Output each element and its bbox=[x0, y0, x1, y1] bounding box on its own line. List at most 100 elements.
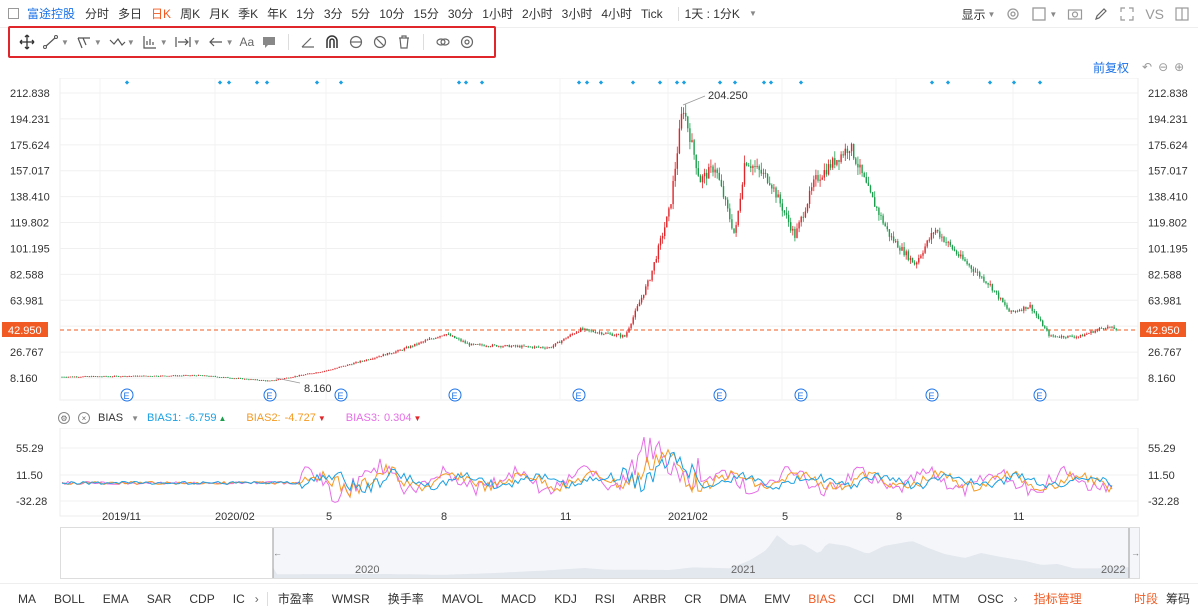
tab-emv[interactable]: EMV bbox=[764, 591, 791, 606]
tab-sar[interactable]: SAR bbox=[146, 591, 172, 606]
camera-icon[interactable] bbox=[1067, 6, 1083, 22]
navigator-right-handle[interactable]: → bbox=[1131, 548, 1140, 558]
tab-macd[interactable]: MACD bbox=[500, 591, 537, 606]
chevron-down-icon[interactable]: ▼ bbox=[748, 9, 757, 18]
period-1hour[interactable]: 1小时 bbox=[482, 7, 513, 21]
tab-cdp[interactable]: CDP bbox=[189, 591, 215, 606]
tab-turnover[interactable]: 换手率 bbox=[387, 592, 424, 606]
period-4hour[interactable]: 4小时 bbox=[601, 7, 633, 21]
chevron-right-icon[interactable]: › bbox=[254, 591, 259, 606]
link-icon[interactable] bbox=[434, 32, 452, 52]
chevron-down-icon[interactable]: ▼ bbox=[131, 413, 139, 423]
move-crosshair-icon[interactable] bbox=[18, 32, 36, 52]
period-monthly-k[interactable]: 月K bbox=[209, 7, 230, 21]
chevron-right-icon[interactable]: › bbox=[1013, 591, 1018, 606]
trash-icon[interactable] bbox=[395, 32, 413, 52]
tab-cci[interactable]: CCI bbox=[853, 591, 875, 606]
tab-ic[interactable]: IC bbox=[232, 591, 245, 606]
period-yearly-k[interactable]: 年K bbox=[267, 7, 288, 21]
period-duori[interactable]: 多日 bbox=[118, 7, 143, 21]
arrow-tool[interactable]: ▼ bbox=[207, 32, 234, 52]
select-checkbox[interactable] bbox=[8, 8, 19, 19]
tab-rsi[interactable]: RSI bbox=[594, 591, 615, 606]
chevron-down-icon[interactable]: ▼ bbox=[159, 37, 168, 47]
candle-body bbox=[367, 359, 370, 361]
undo-icon[interactable]: ↶ bbox=[1142, 60, 1153, 74]
tab-mtm[interactable]: MTM bbox=[932, 591, 960, 606]
indicator-manage-button[interactable]: 指标管理 bbox=[1033, 592, 1082, 606]
gear-icon[interactable] bbox=[458, 32, 476, 52]
tab-dmi[interactable]: DMI bbox=[892, 591, 915, 606]
period-30min[interactable]: 30分 bbox=[447, 7, 474, 21]
candlestick-chart[interactable]: 212.838 212.838 194.231 194.231 175.624 175.6… bbox=[0, 78, 1198, 408]
candle-body bbox=[338, 366, 340, 368]
book-icon[interactable] bbox=[1174, 6, 1190, 22]
compare-vs-button[interactable]: VS bbox=[1145, 6, 1164, 22]
hide-drawings-icon[interactable] bbox=[371, 32, 389, 52]
candle-body bbox=[227, 377, 229, 378]
period-10min[interactable]: 10分 bbox=[379, 7, 405, 21]
candle-body bbox=[886, 226, 888, 230]
tab-boll[interactable]: BOLL bbox=[54, 591, 85, 606]
chevron-down-icon[interactable]: ▼ bbox=[987, 9, 996, 19]
tab-osc[interactable]: OSC bbox=[977, 591, 1004, 606]
stock-name[interactable]: 富途控股 bbox=[27, 7, 76, 21]
chip-distribution-button[interactable]: 筹码 bbox=[1165, 592, 1190, 606]
tab-dma[interactable]: DMA bbox=[719, 591, 747, 606]
chevron-down-icon[interactable]: ▼ bbox=[126, 37, 135, 47]
comment-icon[interactable] bbox=[260, 32, 278, 52]
period-quarterly-k[interactable]: 季K bbox=[238, 7, 259, 21]
display-button[interactable]: 显示 bbox=[961, 7, 986, 22]
layout-box-icon[interactable] bbox=[1031, 6, 1047, 22]
tab-kdj[interactable]: KDJ bbox=[554, 591, 577, 606]
combo-period-select[interactable]: 1天 : 1分K bbox=[684, 7, 740, 21]
wave-pattern-tool[interactable]: ▼ bbox=[108, 32, 135, 52]
session-button[interactable]: 时段 bbox=[1133, 592, 1158, 606]
period-5min[interactable]: 5分 bbox=[351, 7, 371, 21]
forward-adjust-toggle[interactable]: 前复权 bbox=[1093, 61, 1130, 75]
zoom-in-icon[interactable]: ⊕ bbox=[1174, 60, 1185, 74]
time-range-navigator[interactable]: ← → 2020 2021 2022 bbox=[60, 527, 1140, 579]
tab-wmsr[interactable]: WMSR bbox=[331, 591, 370, 606]
period-daily-k[interactable]: 日K bbox=[151, 7, 172, 21]
range-measure-tool[interactable]: ▼ bbox=[174, 32, 201, 52]
indicator-close-icon[interactable]: × bbox=[78, 412, 90, 424]
tab-arbr[interactable]: ARBR bbox=[632, 591, 667, 606]
period-3hour[interactable]: 3小时 bbox=[561, 7, 593, 21]
angle-icon[interactable] bbox=[299, 32, 317, 52]
period-15min[interactable]: 15分 bbox=[413, 7, 439, 21]
pencil-icon[interactable] bbox=[1093, 6, 1109, 22]
magnet-icon[interactable] bbox=[323, 32, 341, 52]
period-1min[interactable]: 1分 bbox=[296, 7, 315, 21]
period-tick[interactable]: Tick bbox=[641, 6, 663, 21]
chevron-down-icon[interactable]: ▼ bbox=[1049, 9, 1058, 19]
bias-indicator-chart[interactable]: 55.29 55.29 11.50 11.50 -32.28 -32.28 bbox=[0, 428, 1198, 518]
tab-bias[interactable]: BIAS bbox=[808, 591, 836, 606]
chevron-down-icon[interactable]: ▼ bbox=[225, 37, 234, 47]
sync-icon[interactable] bbox=[347, 32, 365, 52]
event-marker bbox=[338, 80, 344, 85]
tab-ma[interactable]: MA bbox=[18, 591, 36, 606]
navigator-left-handle[interactable]: ← bbox=[273, 548, 282, 558]
period-fenshi[interactable]: 分时 bbox=[85, 7, 110, 21]
chevron-down-icon[interactable]: ▼ bbox=[93, 37, 102, 47]
channel-tool[interactable]: ▼ bbox=[75, 32, 102, 52]
tab-mavol[interactable]: MAVOL bbox=[441, 591, 483, 606]
trend-line-tool[interactable]: ▼ bbox=[42, 32, 69, 52]
zoom-out-icon[interactable]: ⊖ bbox=[1158, 60, 1169, 74]
tab-pe-ratio[interactable]: 市盈率 bbox=[277, 592, 314, 606]
chevron-down-icon[interactable]: ▼ bbox=[61, 37, 69, 47]
fibonacci-tool[interactable]: ▼ bbox=[141, 32, 168, 52]
period-2hour[interactable]: 2小时 bbox=[521, 7, 553, 21]
tab-cr[interactable]: CR bbox=[684, 591, 702, 606]
fullscreen-icon[interactable] bbox=[1119, 6, 1135, 22]
indicator-settings-icon[interactable]: ⚙ bbox=[58, 412, 70, 424]
candle-body bbox=[1090, 331, 1092, 334]
text-tool[interactable]: Aa bbox=[239, 35, 255, 49]
tab-ema[interactable]: EMA bbox=[102, 591, 129, 606]
settings-icon[interactable] bbox=[1005, 6, 1021, 22]
period-3min[interactable]: 3分 bbox=[323, 7, 343, 21]
chevron-down-icon[interactable]: ▼ bbox=[192, 37, 201, 47]
period-weekly-k[interactable]: 周K bbox=[180, 7, 201, 21]
event-marker bbox=[226, 80, 232, 85]
